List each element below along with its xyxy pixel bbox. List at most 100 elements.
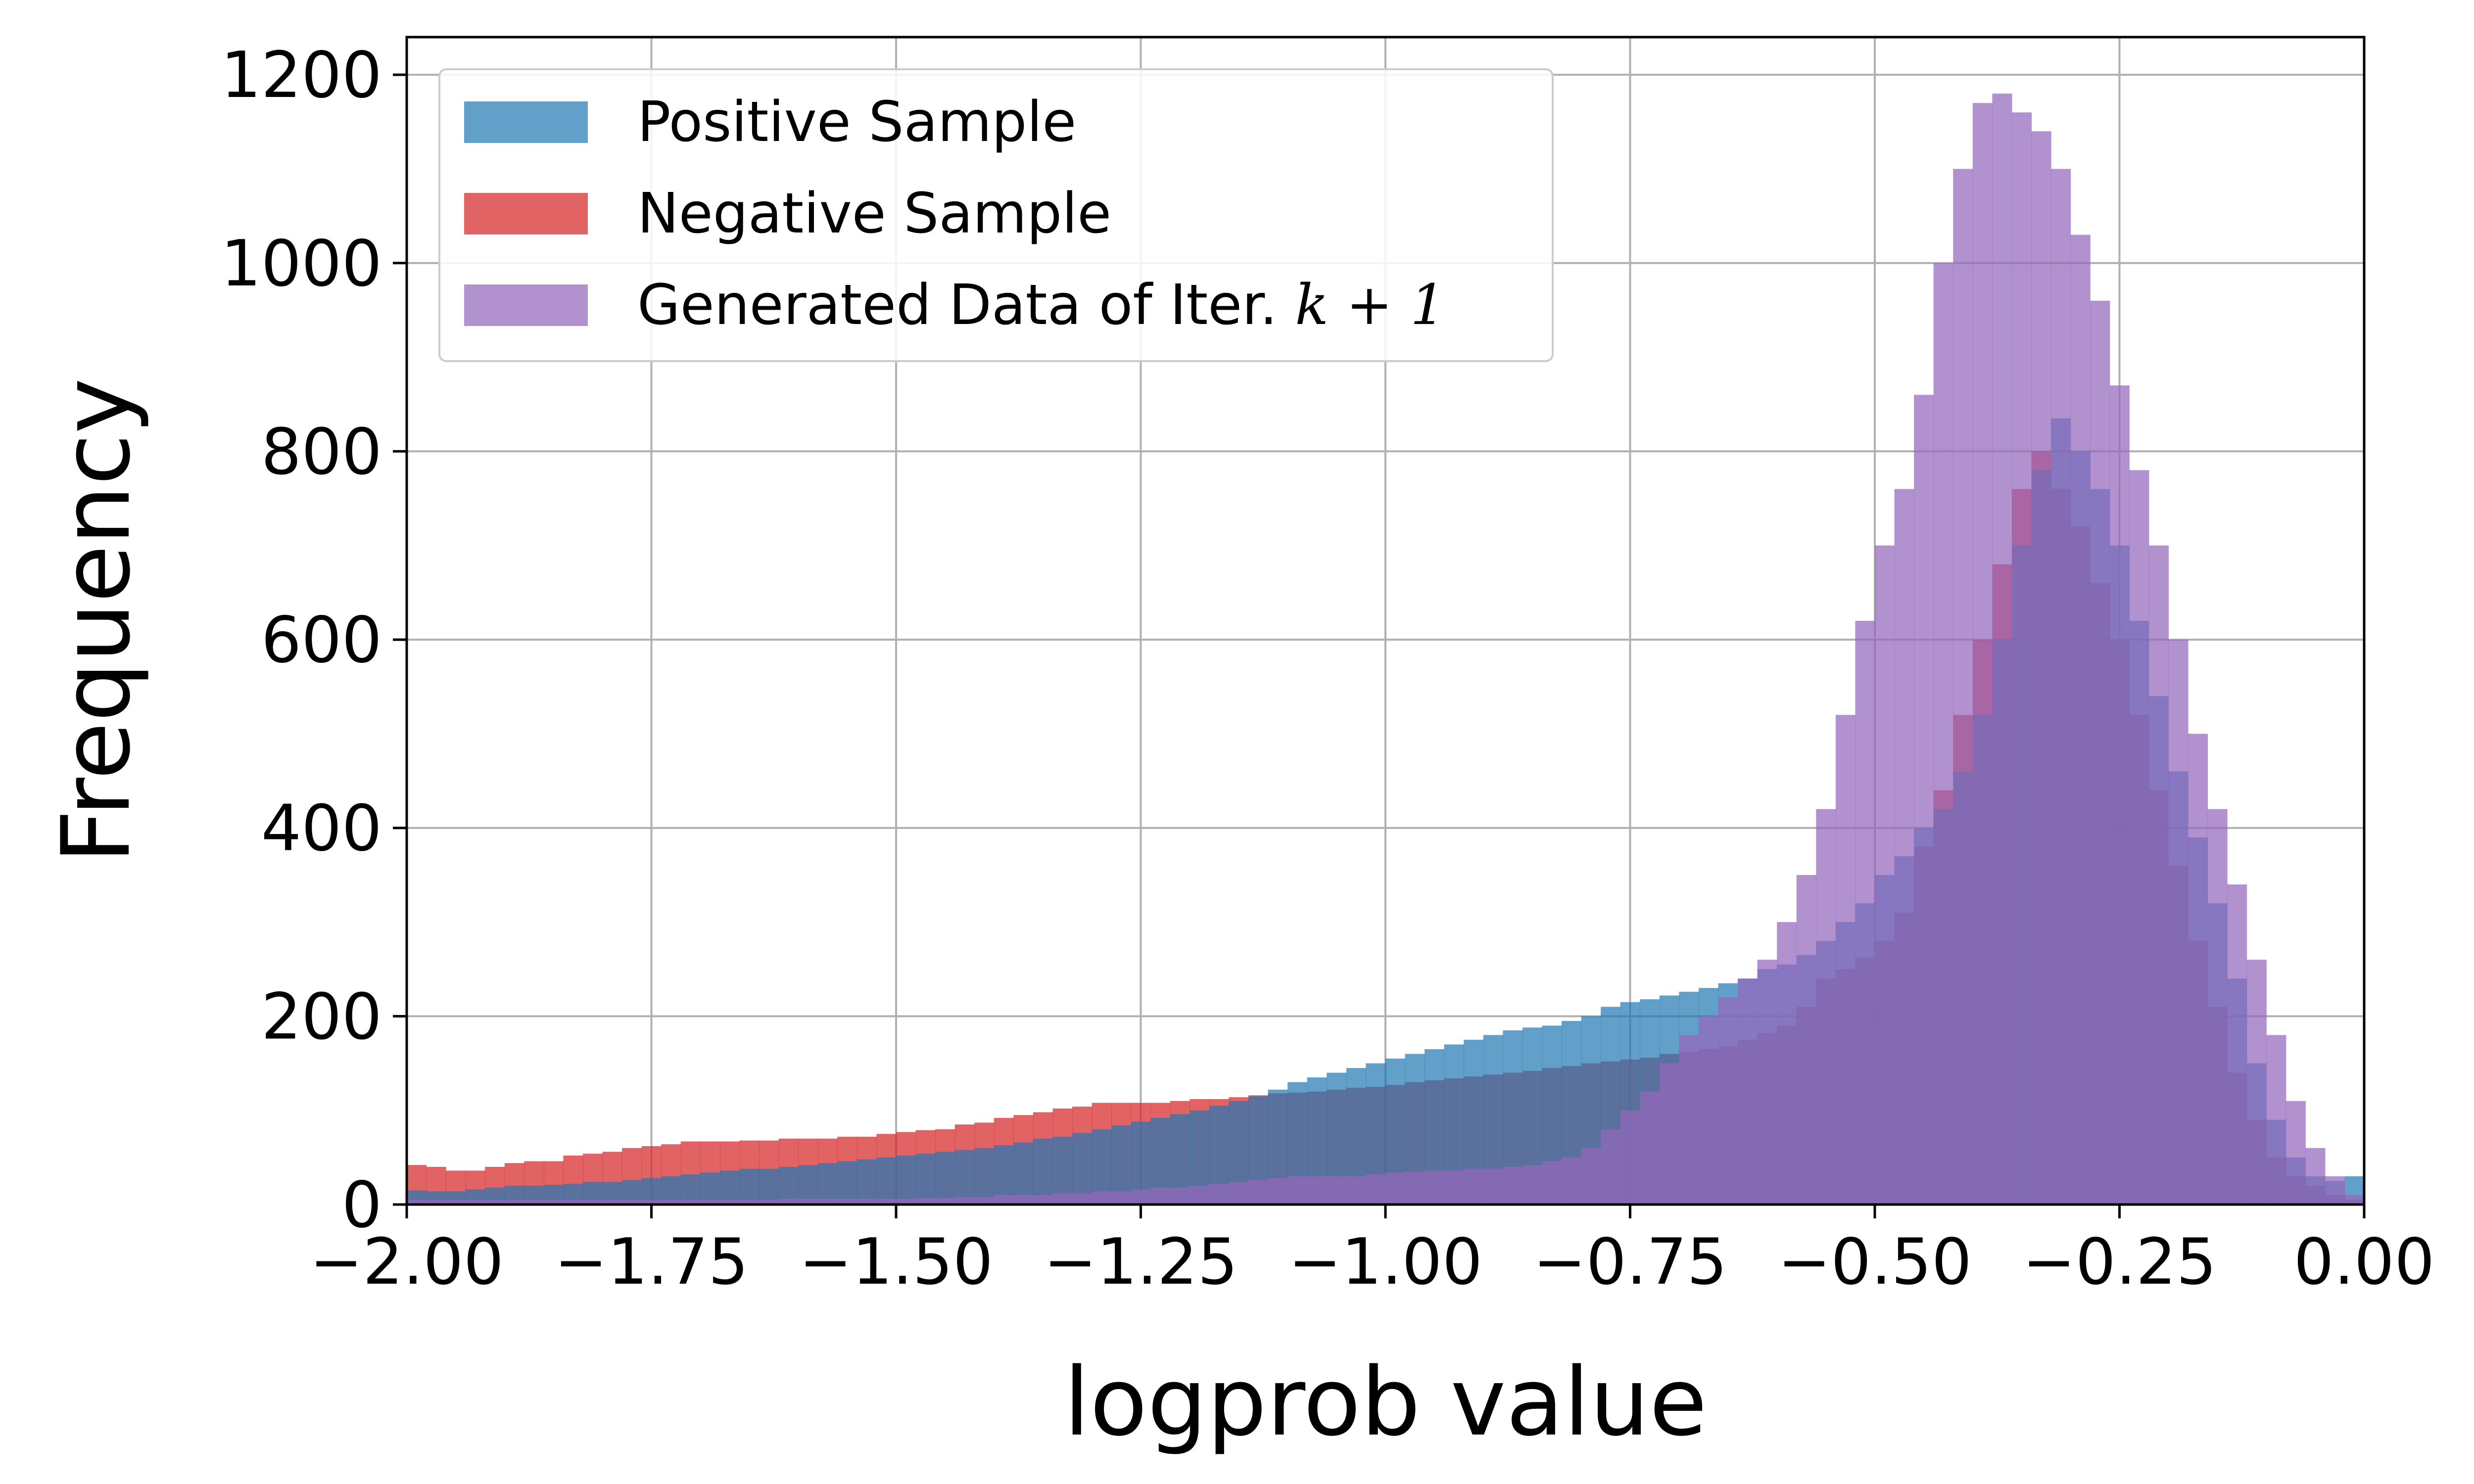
bar-generated <box>1542 1161 1562 1205</box>
bar-generated <box>1914 395 1934 1205</box>
legend-label-positive: Positive Sample <box>637 90 1076 154</box>
bar-generated <box>719 1200 740 1205</box>
y-tick-label: 1000 <box>221 227 382 301</box>
bar-generated <box>1933 263 1953 1205</box>
bar-generated <box>1620 1110 1640 1205</box>
bar-generated <box>1033 1195 1053 1205</box>
bar-positive <box>719 1170 740 1205</box>
bar-generated <box>1444 1170 1464 1205</box>
bar-generated <box>1698 1016 1719 1205</box>
bar-positive <box>915 1154 936 1205</box>
x-tick-label: −1.00 <box>1288 1225 1482 1299</box>
legend-label-generated-text: Generated Data of Iter. <box>637 273 1295 337</box>
bar-generated <box>2031 131 2051 1205</box>
bar-generated <box>994 1195 1014 1205</box>
bar-generated <box>622 1200 642 1205</box>
bar-generated <box>504 1200 524 1205</box>
x-axis-title: logprob value <box>1064 1347 1707 1457</box>
bar-generated <box>583 1200 603 1205</box>
bar-generated <box>1150 1187 1171 1205</box>
bar-generated <box>1366 1174 1386 1205</box>
bar-generated <box>1013 1195 1034 1205</box>
legend-label-generated-math: k + 1 <box>1295 273 1445 337</box>
y-tick-label: 400 <box>261 792 382 866</box>
y-tick-label: 800 <box>261 415 382 489</box>
bar-positive <box>700 1172 720 1205</box>
y-tick-label: 0 <box>342 1168 382 1242</box>
bar-generated <box>1718 997 1738 1205</box>
bar-generated <box>896 1199 916 1205</box>
bar-positive <box>1072 1133 1093 1205</box>
bar-generated <box>2168 640 2189 1205</box>
bar-generated <box>680 1200 701 1205</box>
bar-generated <box>1464 1168 1484 1205</box>
bar-generated <box>1111 1191 1132 1205</box>
bar-generated <box>2227 884 2247 1205</box>
bar-generated <box>1640 1091 1660 1205</box>
bar-positive <box>1013 1142 1034 1205</box>
bar-generated <box>2246 960 2267 1205</box>
bar-positive <box>739 1168 760 1205</box>
bar-positive <box>680 1174 701 1205</box>
bar-generated <box>2011 112 2032 1205</box>
bar-generated <box>817 1199 838 1205</box>
bar-generated <box>974 1197 995 1205</box>
bar-positive <box>974 1148 995 1205</box>
y-tick-label: 600 <box>261 603 382 677</box>
bar-positive <box>954 1150 975 1205</box>
bar-generated <box>1425 1170 1445 1205</box>
x-tick-label: −0.25 <box>2022 1225 2216 1299</box>
bar-generated <box>2344 1195 2365 1205</box>
bar-generated <box>465 1200 485 1205</box>
histogram-bars <box>407 93 2365 1205</box>
bar-positive <box>994 1145 1014 1205</box>
bar-generated <box>641 1200 662 1205</box>
bar-positive <box>896 1156 916 1205</box>
bar-positive <box>876 1157 897 1205</box>
legend-box <box>438 68 1554 362</box>
legend-swatch-positive <box>464 101 588 143</box>
bar-generated <box>1287 1176 1308 1205</box>
bar-generated <box>1385 1172 1406 1205</box>
bar-generated <box>2109 385 2130 1205</box>
bar-generated <box>1679 1035 1699 1205</box>
bar-generated <box>1659 1063 1679 1205</box>
bar-generated <box>1953 169 1973 1205</box>
bar-generated <box>1777 922 1797 1205</box>
bar-generated <box>837 1199 857 1205</box>
bar-generated <box>485 1200 505 1205</box>
bar-generated <box>446 1200 466 1205</box>
bar-generated <box>1189 1185 1210 1205</box>
y-tick-label: 1200 <box>221 39 382 112</box>
x-tick-label: −1.50 <box>799 1225 993 1299</box>
y-axis-title: Frequency <box>42 378 151 864</box>
bar-generated <box>1131 1189 1151 1205</box>
bar-generated <box>1992 93 2012 1205</box>
bar-generated <box>2090 300 2110 1205</box>
bar-generated <box>2266 1035 2286 1205</box>
bar-generated <box>739 1200 760 1205</box>
bar-generated <box>876 1199 897 1205</box>
bar-generated <box>1601 1129 1621 1205</box>
bar-generated <box>1972 103 1993 1205</box>
bar-generated <box>2305 1148 2326 1205</box>
x-tick-label: −0.50 <box>1778 1225 1972 1299</box>
bar-generated <box>543 1200 564 1205</box>
legend: Positive Sample Negative Sample Generate… <box>438 68 1554 362</box>
bar-generated <box>1562 1157 1582 1205</box>
bar-generated <box>1522 1165 1543 1205</box>
bar-generated <box>524 1200 544 1205</box>
legend-swatch-generated <box>464 284 588 326</box>
bar-generated <box>1875 545 1895 1205</box>
bar-positive <box>856 1159 877 1205</box>
bar-positive <box>798 1165 818 1205</box>
bar-positive <box>1033 1138 1053 1205</box>
x-tick-label: −2.00 <box>310 1225 504 1299</box>
bar-generated <box>1229 1182 1249 1205</box>
bar-positive <box>935 1152 955 1205</box>
bar-generated <box>2188 734 2208 1205</box>
bar-generated <box>1405 1171 1425 1205</box>
bar-generated <box>1268 1178 1288 1205</box>
bar-generated <box>1855 621 1875 1205</box>
